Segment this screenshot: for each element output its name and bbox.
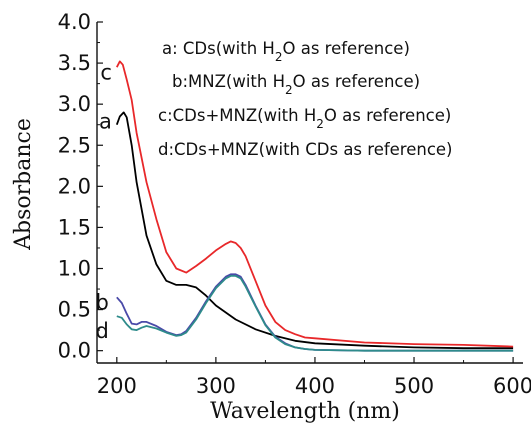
legend-entry: c:CDs+MNZ(with H2O as reference) [158,106,451,131]
legend: a: CDs(with H2O as reference) b:MNZ(with … [158,39,453,159]
legend-entry: d:CDs+MNZ(with CDs as reference) [158,140,453,159]
y-tick-label: 1.5 [58,215,91,239]
x-tick-label: 500 [394,374,434,398]
series-line-d [116,274,514,352]
x-tick-label: 400 [295,374,335,398]
y-tick-label: 0.0 [58,339,91,363]
x-tick-label: 300 [196,374,236,398]
legend-entry: a: CDs(with H2O as reference) [162,39,410,64]
legend-entry: b:MNZ(with H2O as reference) [172,72,420,97]
x-tick-label: 200 [97,374,137,398]
curve-labels: c a bd [96,60,112,343]
x-axis-label: Wavelength (nm) [210,399,400,424]
series-line-a [115,111,514,350]
series-line-c [116,60,514,348]
axes: 0.0 0.5 1.0 1.5 2.0 2.5 3.0 3.5 4.0 200 300 400 500 6… [58,10,531,398]
y-tick-label: 3.5 [58,51,91,75]
y-tick-label: 1.0 [58,257,91,281]
y-tick-label: 4.0 [58,10,91,34]
curve-label-a: a [99,110,112,134]
y-tick-label: 2.0 [58,174,91,198]
y-axis-label: Absorbance [11,118,36,251]
y-tick-label: 2.5 [58,133,91,157]
curve-label-c: c [100,60,112,84]
curve-label-b: b [96,290,109,314]
x-tick-label: 600 [493,374,531,398]
y-tick-label: 3.0 [58,92,91,116]
curve-label-d: d [96,319,109,343]
y-tick-label: 0.5 [58,298,91,322]
series-group [115,60,514,352]
